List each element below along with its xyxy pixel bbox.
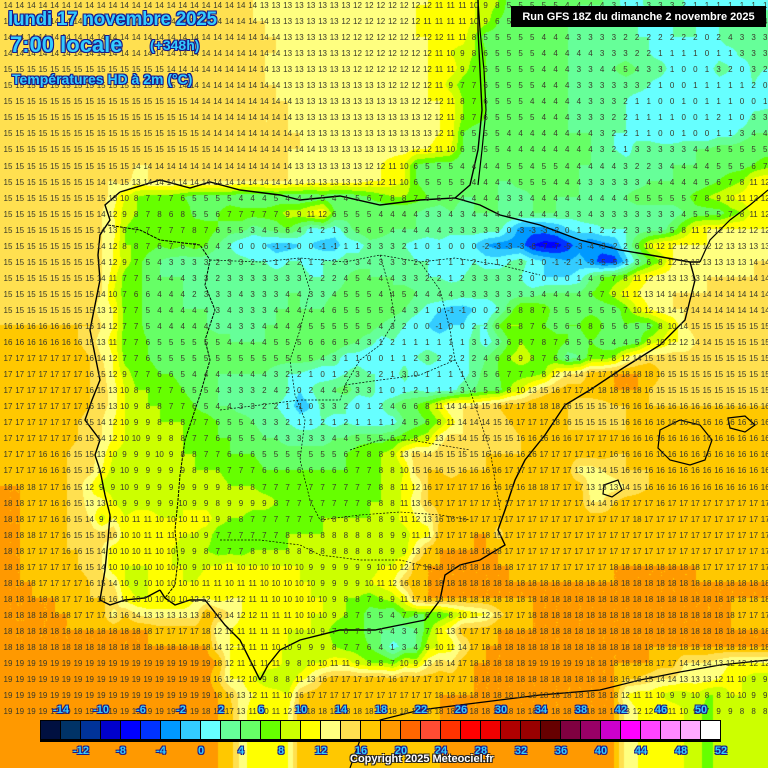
legend-cell bbox=[81, 721, 101, 739]
legend-label-lower: 8 bbox=[278, 745, 284, 757]
border-regions bbox=[209, 254, 541, 571]
lead-time: (+348h) bbox=[150, 37, 199, 53]
legend-label-upper: 18 bbox=[375, 704, 387, 716]
legend-cell bbox=[381, 721, 401, 739]
legend-label-upper: 26 bbox=[455, 704, 467, 716]
legend-cell bbox=[541, 721, 561, 739]
legend-cell bbox=[461, 721, 481, 739]
run-info-banner: Run GFS 18Z du dimanche 2 novembre 2025 bbox=[511, 6, 766, 27]
legend-cell bbox=[61, 721, 81, 739]
legend-cell bbox=[301, 721, 321, 739]
color-scale-legend bbox=[40, 720, 721, 742]
legend-label-upper: 46 bbox=[655, 704, 667, 716]
legend-cell bbox=[141, 721, 161, 739]
island-mallorca bbox=[657, 419, 713, 466]
island-ibiza bbox=[602, 479, 623, 498]
legend-label-lower: 0 bbox=[198, 745, 204, 757]
legend-cell bbox=[581, 721, 601, 739]
legend-cell bbox=[561, 721, 581, 739]
legend-label-lower: 44 bbox=[635, 745, 647, 757]
legend-label-upper: 6 bbox=[258, 704, 264, 716]
legend-cell bbox=[421, 721, 441, 739]
legend-label-lower: 28 bbox=[475, 745, 487, 757]
legend-cell bbox=[161, 721, 181, 739]
coastline-iberia bbox=[84, 0, 700, 681]
legend-cell bbox=[601, 721, 621, 739]
variable-title: Températures HD à 2m (°C) bbox=[12, 71, 192, 87]
legend-label-upper: -10 bbox=[93, 704, 109, 716]
legend-label-upper: -14 bbox=[53, 704, 69, 716]
legend-label-upper: 30 bbox=[495, 704, 507, 716]
legend-label-upper: 50 bbox=[695, 704, 707, 716]
legend-label-lower: 36 bbox=[555, 745, 567, 757]
legend-label-lower: 48 bbox=[675, 745, 687, 757]
legend-label-upper: 22 bbox=[415, 704, 427, 716]
legend-cell bbox=[341, 721, 361, 739]
legend-label-lower: -8 bbox=[116, 745, 126, 757]
legend-cell bbox=[41, 721, 61, 739]
legend-cell bbox=[261, 721, 281, 739]
legend-cell bbox=[121, 721, 141, 739]
coastline-france bbox=[477, 0, 768, 263]
legend-cell bbox=[221, 721, 241, 739]
forecast-date: lundi 17 novembre 2025 bbox=[8, 9, 217, 31]
legend-label-lower: 20 bbox=[395, 745, 407, 757]
legend-label-upper: 38 bbox=[575, 704, 587, 716]
legend-cell bbox=[641, 721, 661, 739]
legend-label-lower: 12 bbox=[315, 745, 327, 757]
forecast-time: 7:00 locale bbox=[10, 32, 123, 58]
legend-cell bbox=[621, 721, 641, 739]
copyright-notice: Copyright 2025 Meteociel.fr bbox=[350, 753, 494, 765]
island-menorca bbox=[727, 415, 756, 433]
legend-label-upper: 34 bbox=[535, 704, 547, 716]
legend-label-lower: 52 bbox=[715, 745, 727, 757]
legend-label-upper: -2 bbox=[176, 704, 186, 716]
legend-label-lower: 32 bbox=[515, 745, 527, 757]
legend-cell bbox=[101, 721, 121, 739]
legend-label-lower: -4 bbox=[156, 745, 166, 757]
legend-cell bbox=[321, 721, 341, 739]
legend-label-lower: 16 bbox=[355, 745, 367, 757]
legend-cell bbox=[501, 721, 521, 739]
legend-label-lower: 4 bbox=[238, 745, 244, 757]
legend-label-upper: 10 bbox=[295, 704, 307, 716]
legend-cell bbox=[661, 721, 681, 739]
legend-cell bbox=[441, 721, 461, 739]
legend-label-upper: 42 bbox=[615, 704, 627, 716]
legend-cell bbox=[481, 721, 501, 739]
border-portugal-spain bbox=[107, 224, 216, 599]
legend-label-upper: -6 bbox=[136, 704, 146, 716]
legend-cell bbox=[521, 721, 541, 739]
legend-label-lower: -12 bbox=[73, 745, 89, 757]
legend-cell bbox=[241, 721, 261, 739]
legend-label-upper: 14 bbox=[335, 704, 347, 716]
legend-label-lower: 24 bbox=[435, 745, 447, 757]
legend-cell bbox=[181, 721, 201, 739]
legend-label-upper: 2 bbox=[218, 704, 224, 716]
legend-cell bbox=[201, 721, 221, 739]
legend-cell bbox=[281, 721, 301, 739]
legend-cell bbox=[361, 721, 381, 739]
legend-cell bbox=[701, 721, 720, 739]
legend-cell bbox=[401, 721, 421, 739]
legend-cell bbox=[681, 721, 701, 739]
legend-label-lower: 40 bbox=[595, 745, 607, 757]
